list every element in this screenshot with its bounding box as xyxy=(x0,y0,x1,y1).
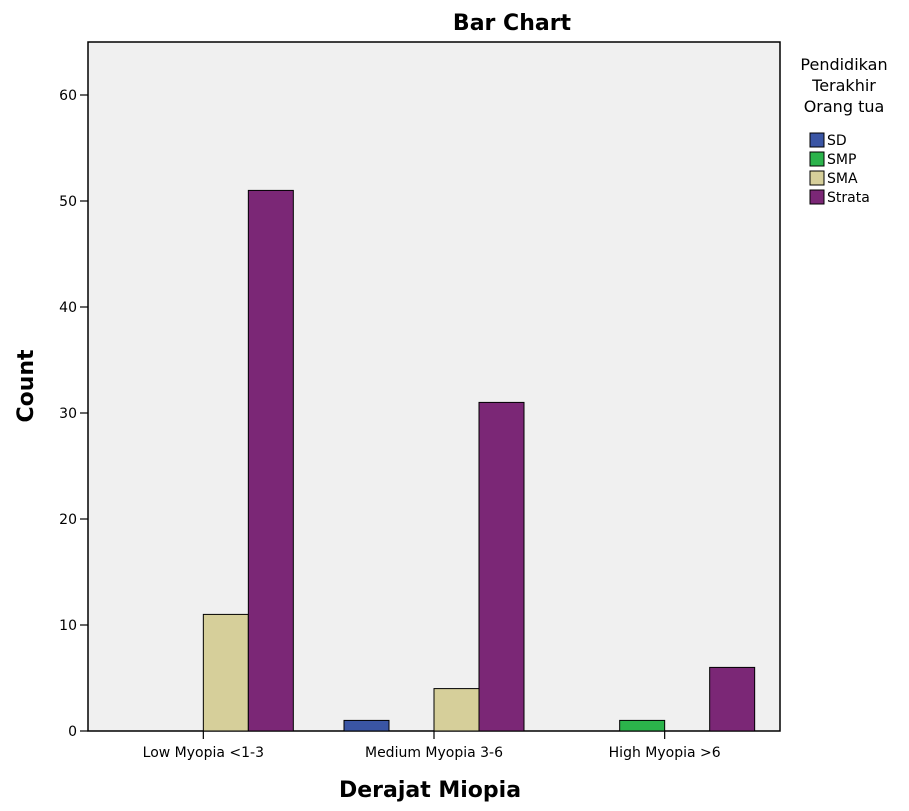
bar-strata-0 xyxy=(247,189,294,732)
y-tick-label-50: 50 xyxy=(59,194,77,210)
legend-swatch-strata xyxy=(809,189,825,205)
legend-title-line-2: Terakhir xyxy=(811,76,876,95)
legend-title-line-1: Pendidikan xyxy=(800,55,887,74)
legend-label-sd: SD xyxy=(827,133,847,149)
bar-sd-1 xyxy=(343,719,390,732)
y-tick-label-0: 0 xyxy=(68,724,77,740)
x-tick-label-1: Medium Myopia 3-6 xyxy=(365,745,503,761)
y-axis: 0 10 20 30 40 50 60 xyxy=(59,88,88,740)
y-tick-label-40: 40 xyxy=(59,300,77,316)
y-tick-label-30: 30 xyxy=(59,406,77,422)
y-tick-label-20: 20 xyxy=(59,512,77,528)
legend-swatch-smp xyxy=(809,151,825,167)
x-tick-label-2: High Myopia >6 xyxy=(609,745,721,761)
bar-sma-0 xyxy=(202,613,249,732)
plot-area xyxy=(87,41,781,732)
legend-label-strata: Strata xyxy=(827,190,870,206)
legend-swatch-sd xyxy=(809,132,825,148)
legend: Pendidikan Terakhir Orang tua SD SMP SMA St… xyxy=(800,55,887,206)
x-tick-label-0: Low Myopia <1-3 xyxy=(143,745,264,761)
legend-label-sma: SMA xyxy=(827,171,858,187)
bar-smp-2 xyxy=(619,719,666,732)
bars xyxy=(202,189,756,732)
y-axis-title: Count xyxy=(14,349,39,423)
y-tick-label-10: 10 xyxy=(59,618,77,634)
bar-sma-1 xyxy=(433,688,480,732)
bar-strata-1 xyxy=(478,401,525,732)
x-axis: Low Myopia <1-3 Medium Myopia 3-6 High Myo… xyxy=(143,731,721,761)
y-tick-label-60: 60 xyxy=(59,88,77,104)
bar-strata-2 xyxy=(709,666,756,732)
legend-label-smp: SMP xyxy=(827,152,856,168)
chart-title: Bar Chart xyxy=(453,11,572,36)
legend-title-line-3: Orang tua xyxy=(804,97,885,116)
legend-items: SD SMP SMA Strata xyxy=(809,132,870,206)
legend-swatch-sma xyxy=(809,170,825,186)
x-axis-title: Derajat Miopia xyxy=(339,778,521,803)
